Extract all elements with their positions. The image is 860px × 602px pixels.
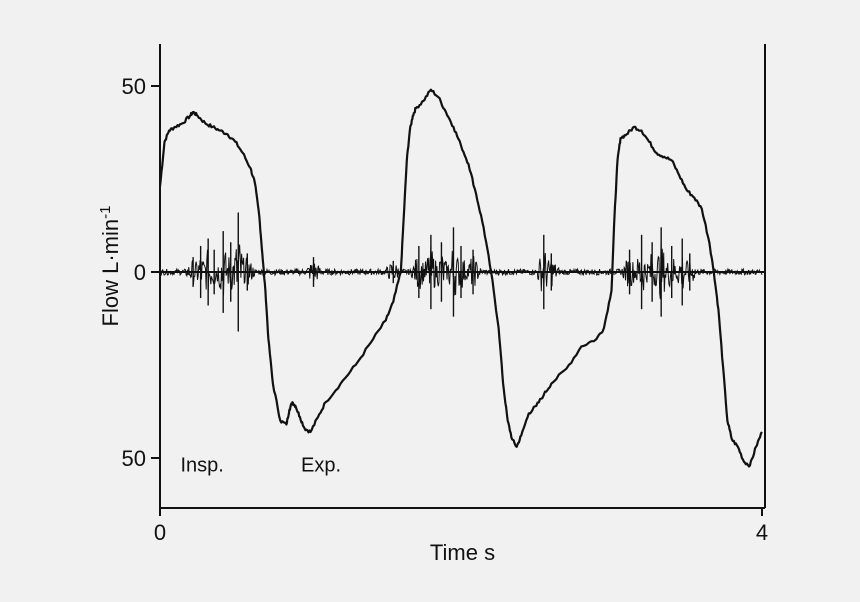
annotation-label: Exp.	[301, 455, 341, 477]
flow-line	[158, 88, 763, 468]
labels-layer: 50 0 50 0 4 Insp. Exp. Time s Flow L·min-1	[97, 74, 768, 565]
x-tick-label: 0	[154, 520, 166, 545]
y-axis-label: Flow L·min-1	[97, 206, 123, 327]
y-tick-label: 50	[122, 446, 146, 471]
y-axis-label-text: Flow L·min	[98, 219, 123, 327]
y-tick-label: 50	[122, 74, 146, 99]
y-tick-label: 0	[134, 260, 146, 285]
series-layer	[158, 88, 763, 468]
y-axis-label-superscript: -1	[97, 206, 114, 219]
x-tick-label: 4	[756, 520, 768, 545]
x-axis-label: Time s	[430, 540, 495, 565]
annotation-label: Insp.	[180, 455, 223, 477]
